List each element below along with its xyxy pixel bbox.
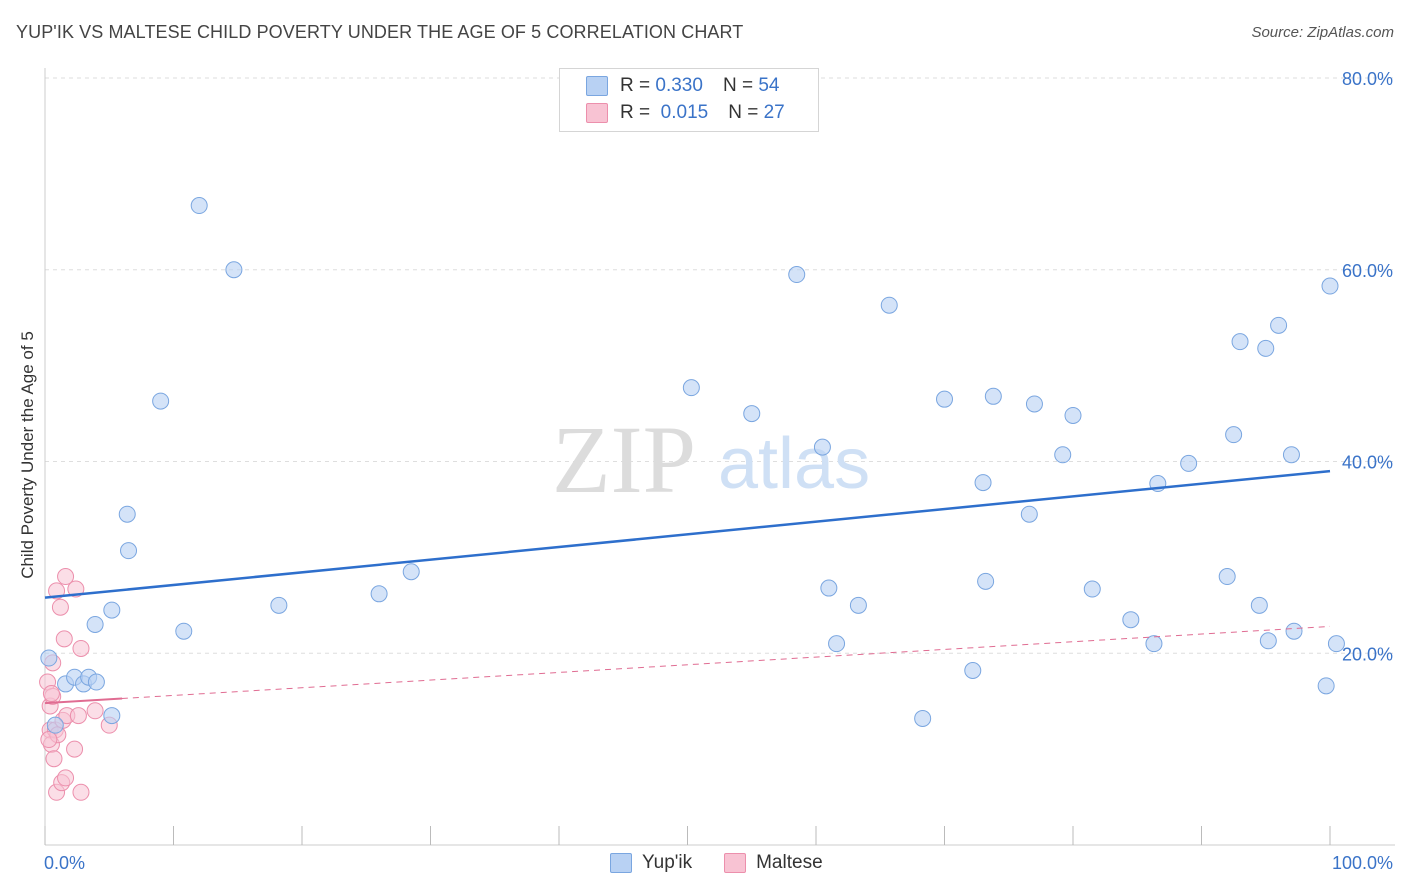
yupik-point	[103, 601, 121, 619]
yupik-point	[1250, 596, 1268, 614]
watermark-zip: ZIP	[552, 406, 696, 513]
correlation-legend: R = 0.330 N = 54 R = 0.015 N = 27	[559, 68, 819, 132]
maltese-point	[45, 750, 63, 768]
yupik-point	[1020, 505, 1038, 523]
maltese-point	[72, 639, 90, 657]
yupik-point	[118, 505, 136, 523]
r-value: 0.015	[660, 102, 709, 123]
maltese-trend-solid	[44, 697, 123, 705]
maltese-point	[55, 630, 73, 648]
r-label: R =	[620, 75, 651, 96]
yupik-point	[1225, 426, 1243, 444]
yupik-point	[370, 585, 388, 603]
yupik-point	[1257, 339, 1275, 357]
yupik-legend-swatch	[610, 853, 632, 873]
y-tick-label: 20.0%	[1342, 644, 1393, 664]
maltese-point	[72, 783, 90, 801]
yupik-point	[788, 266, 806, 284]
grid-lines	[45, 77, 1395, 654]
yupik-point	[103, 707, 121, 725]
yupik-point	[120, 542, 138, 560]
yupik-point	[1025, 395, 1043, 413]
yupik-point	[1083, 580, 1101, 598]
yupik-point	[225, 261, 243, 279]
trend-lines	[44, 469, 1331, 705]
tick-labels: 20.0% 40.0% 60.0% 80.0% 0.0% 100.0%	[44, 69, 1393, 873]
yupik-point	[1259, 632, 1277, 650]
maltese-point	[42, 685, 60, 703]
r-value: 0.330	[655, 75, 703, 96]
series-legend: Yup'ik Maltese	[610, 852, 823, 874]
yupik-point	[1285, 622, 1303, 640]
yupik-point	[964, 662, 982, 680]
maltese-point	[69, 707, 87, 725]
maltese-point	[51, 598, 69, 616]
x-tick-label: 0.0%	[44, 853, 85, 873]
yupik-point	[190, 197, 208, 215]
yupik-point	[820, 579, 838, 597]
yupik-point	[849, 596, 867, 614]
yupik-legend-label: Yup'ik	[642, 852, 693, 873]
chart-title: YUP'IK VS MALTESE CHILD POVERTY UNDER TH…	[16, 22, 744, 42]
n-value: 54	[758, 75, 780, 96]
r-label: R =	[620, 102, 651, 123]
yupik-point	[87, 673, 105, 691]
yupik-point	[880, 296, 898, 314]
maltese-point	[40, 731, 58, 749]
yupik-point	[682, 379, 700, 397]
yupik-point	[1327, 635, 1345, 653]
yupik-point	[40, 649, 58, 667]
axes	[44, 68, 1395, 846]
maltese-swatch	[586, 103, 608, 123]
maltese-trend-line	[44, 625, 1331, 704]
yupik-point	[270, 596, 288, 614]
maltese-point	[57, 568, 75, 586]
yupik-point	[1218, 568, 1236, 586]
y-tick-label: 60.0%	[1342, 261, 1393, 281]
yupik-point	[1321, 277, 1339, 295]
yupik-trend-line	[44, 469, 1331, 599]
n-label: N =	[728, 102, 759, 123]
watermark-atlas: atlas	[718, 424, 870, 504]
yupik-point	[1054, 446, 1072, 464]
yupik-point	[743, 405, 761, 423]
yupik-swatch	[586, 76, 608, 96]
maltese-legend-label: Maltese	[756, 852, 823, 873]
yupik-point	[1180, 454, 1198, 472]
yupik-point	[175, 622, 193, 640]
x-tick-label: 100.0%	[1332, 853, 1393, 873]
yupik-point	[914, 709, 932, 727]
yupik-point	[1317, 677, 1335, 695]
yupik-point	[1270, 316, 1288, 334]
y-axis-label: Child Poverty Under the Age of 5	[18, 331, 37, 579]
yupik-point	[46, 716, 64, 734]
n-value: 27	[763, 102, 785, 123]
yupik-point	[86, 615, 104, 633]
maltese-point	[86, 702, 104, 720]
source-label: Source: ZipAtlas.com	[1251, 24, 1394, 41]
yupik-point	[977, 572, 995, 590]
yupik-point	[974, 474, 992, 492]
legend-row-maltese: R = 0.015 N = 27	[586, 102, 785, 124]
yupik-point	[402, 563, 420, 581]
yupik-point	[1122, 611, 1140, 629]
yupik-point	[1064, 406, 1082, 424]
yupik-point	[1282, 446, 1300, 464]
n-label: N =	[722, 75, 754, 96]
maltese-legend-swatch	[724, 853, 747, 873]
maltese-point	[66, 740, 84, 758]
yupik-point	[936, 390, 953, 408]
yupik-point	[813, 438, 831, 456]
yupik-point	[152, 392, 170, 410]
yupik-point	[1145, 635, 1163, 653]
yupik-point	[984, 387, 1002, 405]
yupik-point	[1231, 333, 1249, 351]
y-tick-label: 80.0%	[1342, 69, 1393, 89]
yupik-points	[40, 197, 1345, 734]
legend-row-yupik: R = 0.330 N = 54	[586, 75, 779, 97]
y-tick-label: 40.0%	[1342, 453, 1393, 473]
maltese-point	[57, 769, 75, 787]
yupik-point	[828, 635, 846, 653]
